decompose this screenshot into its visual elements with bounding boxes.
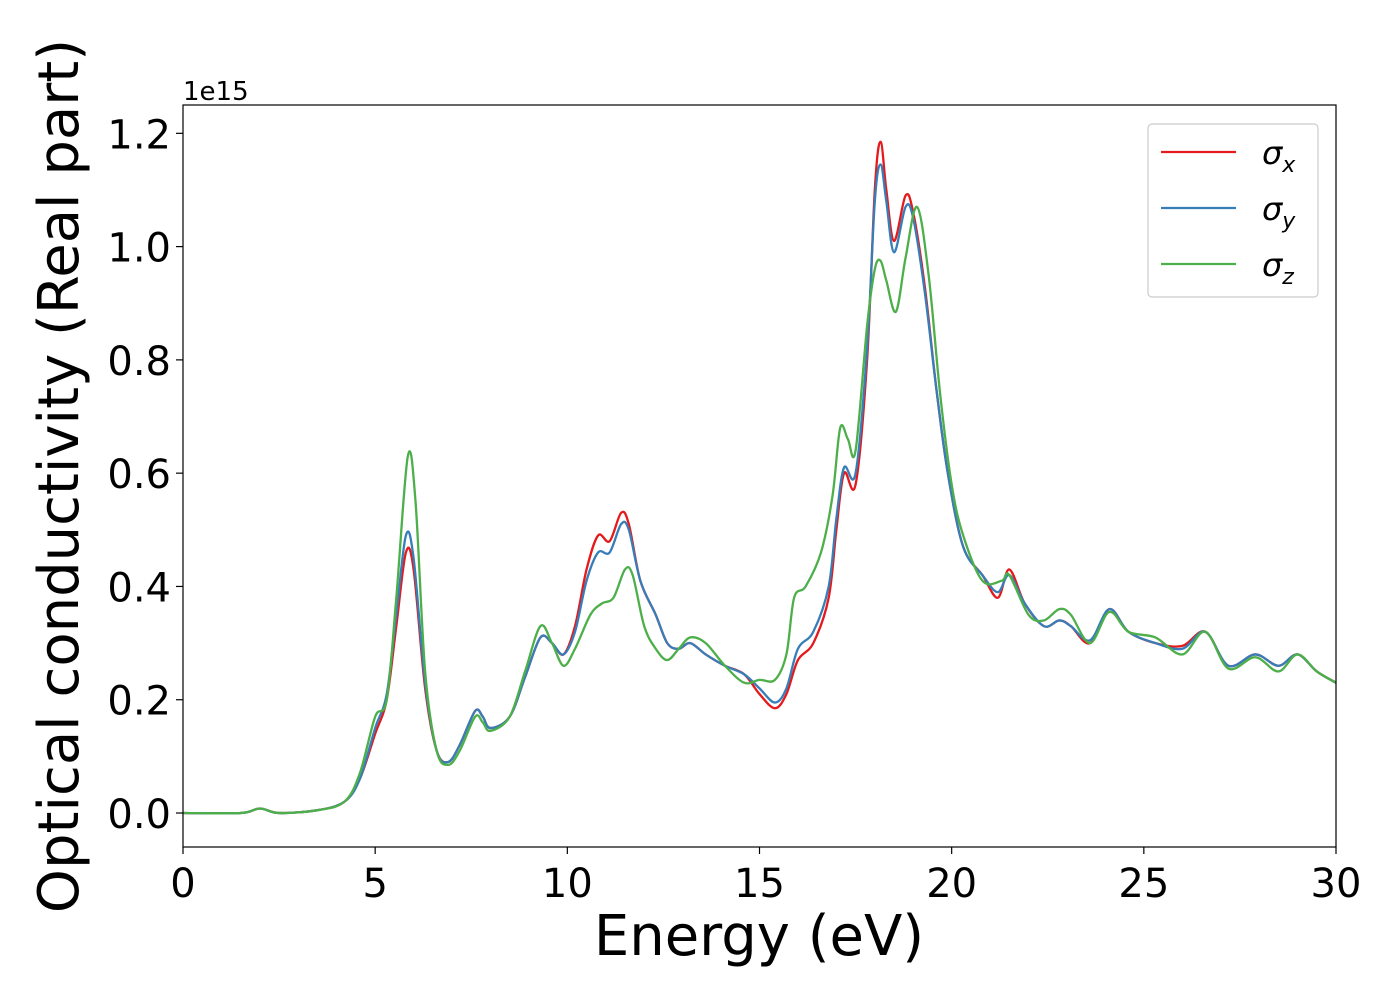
x-tick-label: 5 [362, 861, 387, 907]
x-tick-label: 10 [542, 861, 593, 907]
y-tick-label: 1.2 [107, 112, 171, 158]
legend-box [1147, 123, 1319, 298]
series-line-z [183, 205, 1336, 815]
x-tick-label: 20 [926, 861, 977, 907]
y-axis: 0.0 0.2 0.4 0.6 0.8 1.0 1.2 [107, 112, 183, 838]
y-axis-label: Optical conductivity (Real part) [27, 39, 92, 913]
x-tick-label: 15 [734, 861, 785, 907]
y-tick-label: 0.2 [107, 679, 171, 725]
x-tick-label: 25 [1118, 861, 1169, 907]
series-layer [183, 140, 1336, 815]
x-axis-label: Energy (eV) [594, 904, 924, 969]
legend-label-x: σx [1262, 134, 1296, 178]
y-offset-label: 1e15 [183, 77, 249, 107]
legend-label-z: σz [1262, 246, 1294, 290]
y-tick-label: 0.4 [107, 565, 171, 611]
legend: σx σy σz [1147, 123, 1319, 298]
x-tick-label: 0 [170, 861, 195, 907]
x-tick-label: 30 [1311, 861, 1362, 907]
y-tick-label: 0.0 [107, 792, 171, 838]
y-tick-label: 0.8 [107, 339, 171, 385]
x-axis: 0 5 10 15 20 25 30 [170, 847, 1361, 907]
y-tick-label: 0.6 [107, 452, 171, 498]
legend-label-y: σy [1262, 190, 1296, 234]
y-tick-label: 1.0 [107, 226, 171, 272]
